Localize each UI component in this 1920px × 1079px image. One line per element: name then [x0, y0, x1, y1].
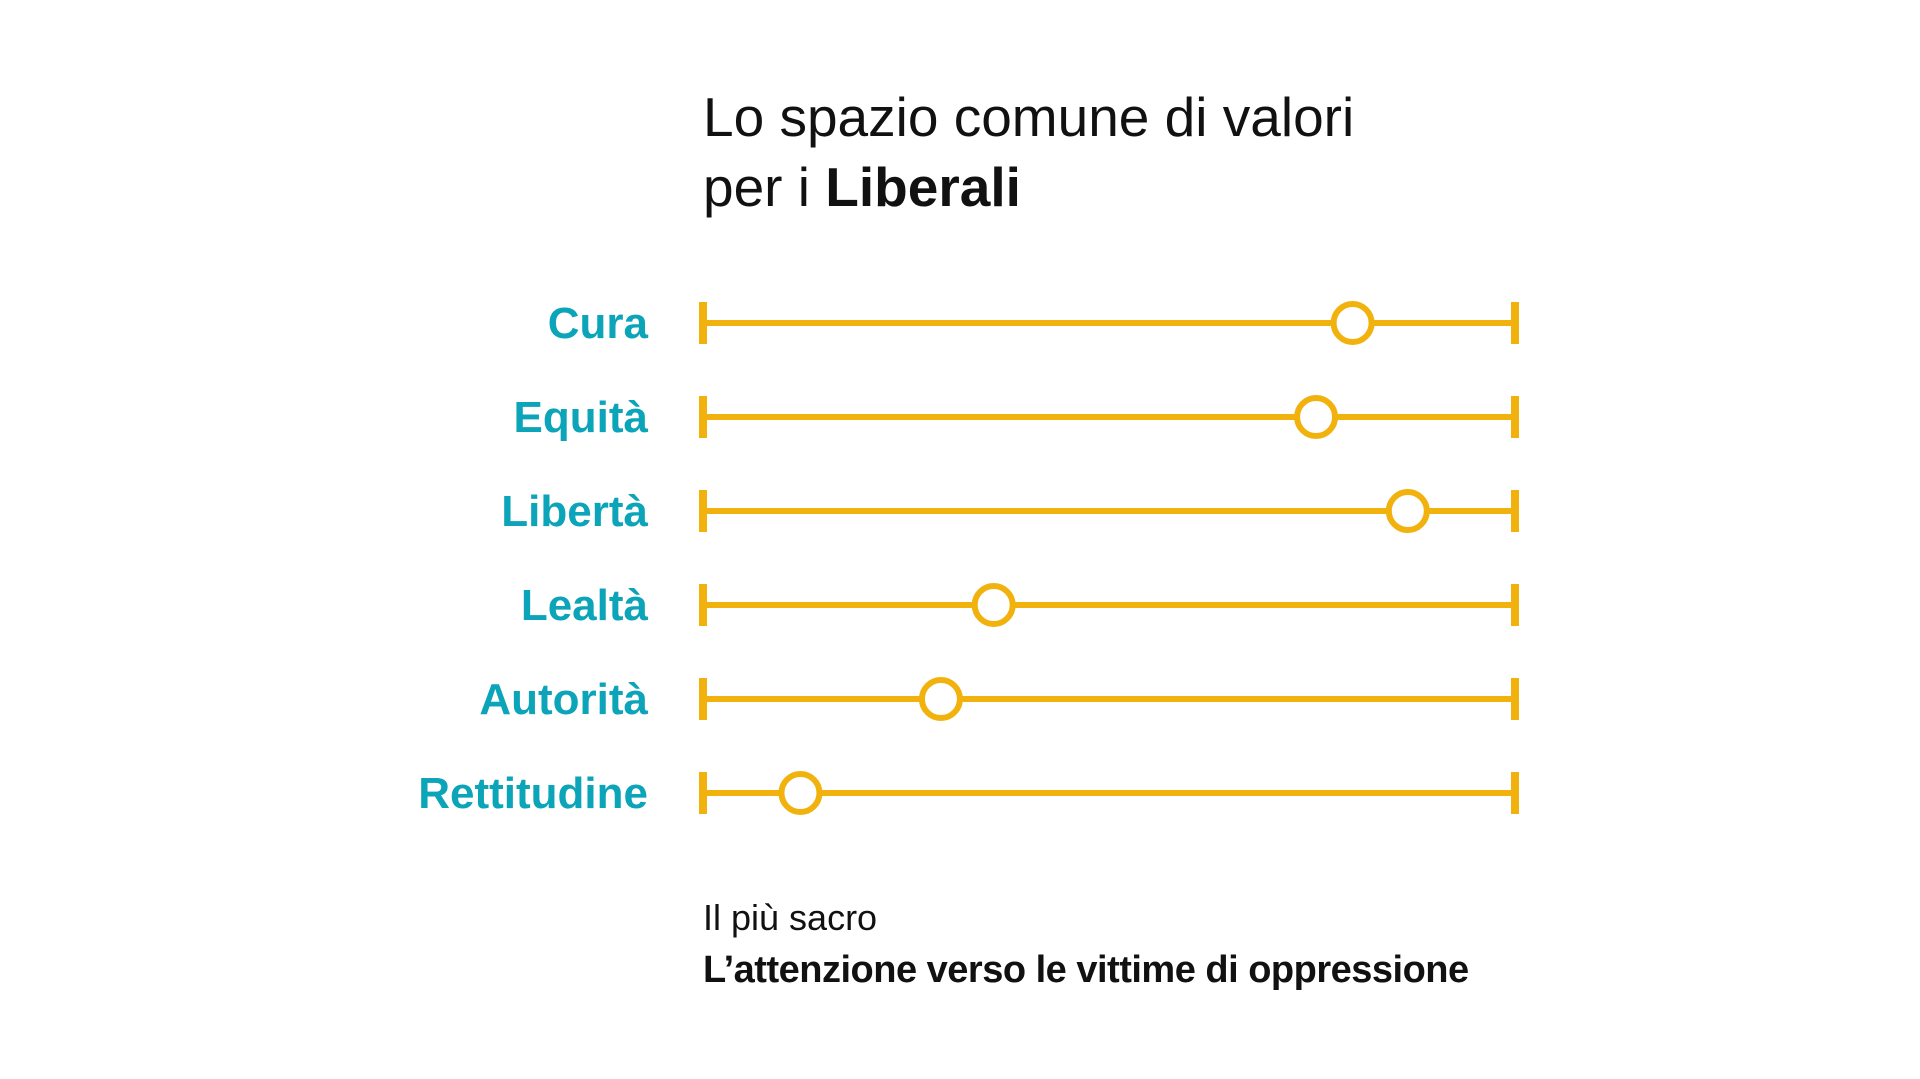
value-marker-autorita	[918, 677, 963, 721]
category-label-rettitudine: Rettitudine	[418, 769, 648, 818]
footer-text: L’attenzione verso le vittime di oppress…	[703, 949, 1469, 991]
title-line-1: Lo spazio comune di valori	[703, 86, 1355, 148]
footer-note: Il più sacro L’attenzione verso le vitti…	[703, 893, 1469, 997]
category-label-autorita: Autorità	[479, 675, 648, 724]
category-label-equita: Equità	[514, 393, 649, 442]
footer-subtitle: Il più sacro	[703, 897, 878, 938]
value-marker-rettitudine	[778, 771, 823, 815]
category-label-liberta: Libertà	[501, 487, 648, 536]
title-prefix: per i	[703, 156, 826, 218]
category-label-cura: Cura	[548, 299, 649, 348]
chart-title: Lo spazio comune di valori per i Liberal…	[703, 82, 1354, 222]
value-marker-cura	[1330, 301, 1375, 345]
category-label-lealta: Lealtà	[521, 581, 649, 630]
title-line-2: per i Liberali	[703, 152, 1354, 222]
value-marker-liberta	[1385, 489, 1430, 533]
title-group-name: Liberali	[825, 156, 1021, 218]
value-marker-lealta	[971, 583, 1016, 627]
value-marker-equita	[1294, 395, 1339, 439]
